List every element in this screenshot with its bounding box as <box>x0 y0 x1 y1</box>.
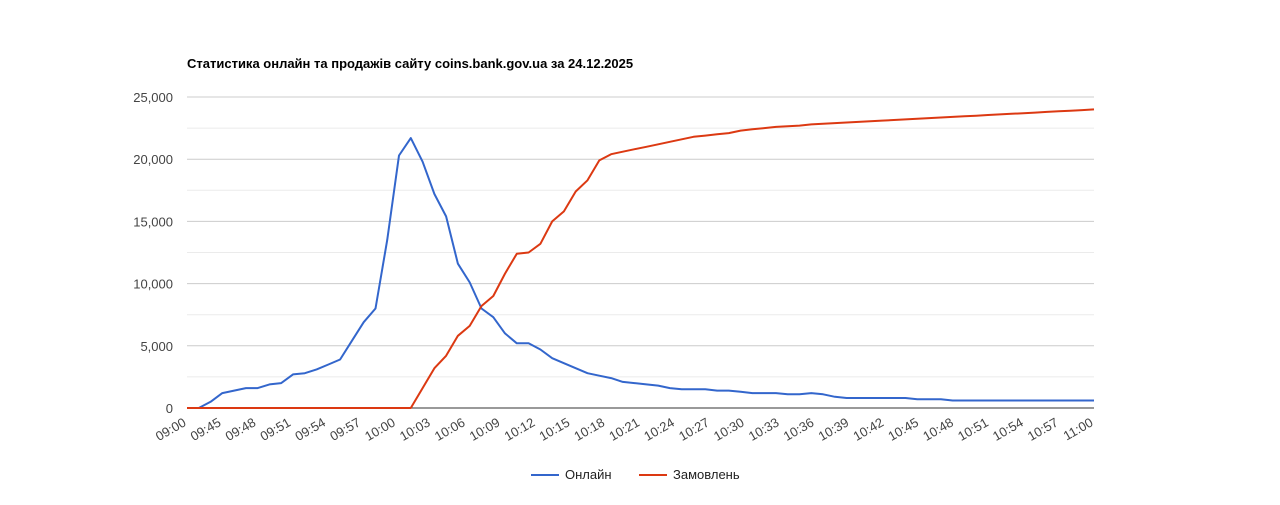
x-tick-label: 11:00 <box>1061 415 1096 444</box>
x-axis-ticks: 09:00 09:45 09:48 09:51 09:54 09:57 10:00 10:03… <box>153 415 1096 444</box>
x-tick-label: 10:36 <box>781 415 817 444</box>
x-tick-label: 10:39 <box>816 415 852 444</box>
x-tick-label: 10:54 <box>990 415 1026 444</box>
x-tick-label: 10:09 <box>467 415 503 444</box>
x-tick-label: 10:12 <box>502 415 538 444</box>
series-line-orders[interactable] <box>187 108 1095 409</box>
legend-label-orders: Замовлень <box>673 467 740 482</box>
x-tick-label: 09:00 <box>153 415 189 444</box>
y-tick-label: 5,000 <box>140 339 173 354</box>
x-tick-label: 10:21 <box>606 415 642 444</box>
x-tick-label: 10:30 <box>711 415 747 444</box>
x-tick-label: 10:48 <box>920 415 956 444</box>
y-tick-label: 0 <box>166 401 173 416</box>
x-tick-label: 10:00 <box>362 415 398 444</box>
x-tick-label: 10:03 <box>397 415 433 444</box>
x-tick-label: 09:51 <box>257 415 293 444</box>
y-tick-label: 15,000 <box>133 214 173 229</box>
gridlines <box>187 96 1094 409</box>
legend: Онлайн Замовлень <box>0 467 1280 485</box>
x-tick-label: 10:57 <box>1025 415 1061 444</box>
x-tick-label: 09:48 <box>223 415 259 444</box>
y-tick-label: 25,000 <box>133 90 173 105</box>
x-tick-label: 09:54 <box>292 415 328 444</box>
x-tick-label: 10:51 <box>955 415 991 444</box>
y-tick-label: 10,000 <box>133 277 173 292</box>
series-lines <box>187 108 1095 409</box>
x-tick-label: 10:24 <box>641 415 677 444</box>
x-tick-label: 09:57 <box>327 415 363 444</box>
x-tick-label: 10:45 <box>885 415 921 444</box>
x-tick-label: 10:06 <box>432 415 468 444</box>
legend-item-online[interactable]: Онлайн <box>531 467 612 482</box>
legend-label-online: Онлайн <box>565 467 612 482</box>
legend-swatch-online <box>531 473 559 476</box>
x-tick-label: 10:42 <box>851 415 887 444</box>
x-tick-label: 10:33 <box>746 415 782 444</box>
chart-title: Статистика онлайн та продажів сайту coin… <box>187 56 634 71</box>
x-tick-label: 09:45 <box>188 415 224 444</box>
y-tick-label: 20,000 <box>133 152 173 167</box>
x-tick-label: 10:15 <box>537 415 573 444</box>
legend-swatch-orders <box>639 473 667 476</box>
x-tick-label: 10:18 <box>571 415 607 444</box>
x-tick-label: 10:27 <box>676 415 712 444</box>
y-axis-ticks: 0 5,000 10,000 15,000 20,000 25,000 <box>133 90 173 416</box>
series-line-online[interactable] <box>187 137 1094 409</box>
legend-item-orders[interactable]: Замовлень <box>639 467 740 482</box>
